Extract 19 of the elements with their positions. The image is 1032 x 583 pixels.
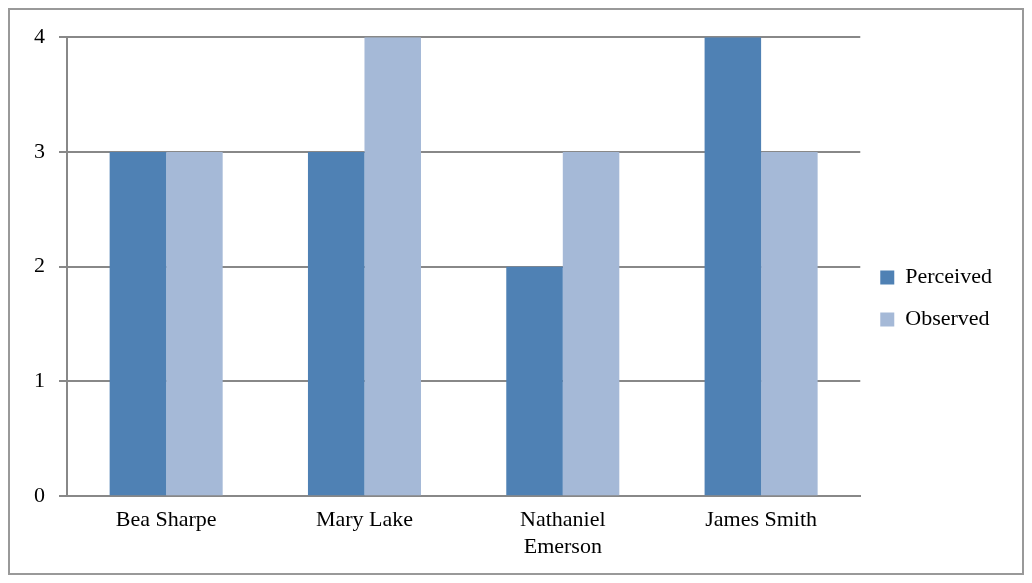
bar bbox=[307, 151, 365, 496]
x-tick-label: Mary Lake bbox=[315, 506, 414, 532]
bar bbox=[506, 266, 563, 496]
bar bbox=[109, 151, 167, 496]
y-tick-label: 0 bbox=[34, 481, 45, 507]
x-tick-label: Bea Sharpe bbox=[115, 506, 217, 532]
y-tick-label: 1 bbox=[34, 367, 45, 393]
x-tick-label: Nathaniel Emerson bbox=[520, 506, 606, 558]
x-tick-label: James Smith bbox=[705, 506, 818, 532]
y-tick-label: 4 bbox=[34, 22, 45, 48]
bar bbox=[761, 151, 818, 496]
y-tick-label: 3 bbox=[34, 137, 45, 163]
bar bbox=[562, 151, 620, 496]
bar bbox=[704, 37, 762, 496]
legend-label: Perceived bbox=[905, 263, 992, 289]
bar bbox=[166, 151, 223, 496]
legend-label: Observed bbox=[905, 305, 990, 331]
bar bbox=[364, 37, 421, 496]
y-tick-label: 2 bbox=[34, 252, 45, 278]
